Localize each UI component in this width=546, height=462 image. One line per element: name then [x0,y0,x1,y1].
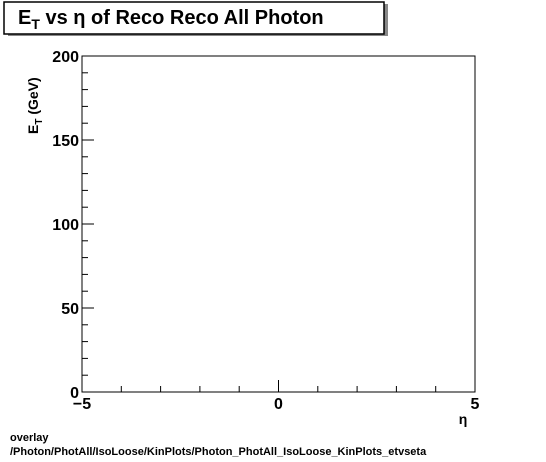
x-axis-label: η [459,411,468,427]
plot-frame [81,55,476,393]
y-tick-label: 100 [52,217,79,234]
x-tick-label: −5 [73,396,91,413]
y-tick-label: 200 [52,49,79,66]
y-tick-label: 150 [52,133,79,150]
y-axis: 0 50 100 150 200 [52,49,94,402]
x-tick-label: 5 [471,396,480,413]
y-axis-label-rest: (GeV) [25,77,41,118]
chart-title-subscript: T [31,16,40,32]
y-axis-label-main: E [25,125,41,134]
footer-overlay-label: overlay [10,432,49,444]
x-tick-label: 0 [274,396,283,413]
x-axis: −5 0 5 [73,380,480,413]
y-tick-label: 0 [70,385,79,402]
chart-title-rest: vs η of Reco Reco All Photon [40,7,324,29]
chart-title-main: E [18,7,31,29]
chart-title-text: ET vs η of Reco Reco All Photon [18,7,324,32]
footer-histogram-path: /Photon/PhotAll/IsoLoose/KinPlots/Photon… [10,446,427,458]
y-tick-label: 50 [61,301,79,318]
chart-title: ET vs η of Reco Reco All Photon [3,1,388,36]
y-axis-label-subscript: T [34,119,45,125]
y-axis-label: ET (GeV) [25,77,45,134]
